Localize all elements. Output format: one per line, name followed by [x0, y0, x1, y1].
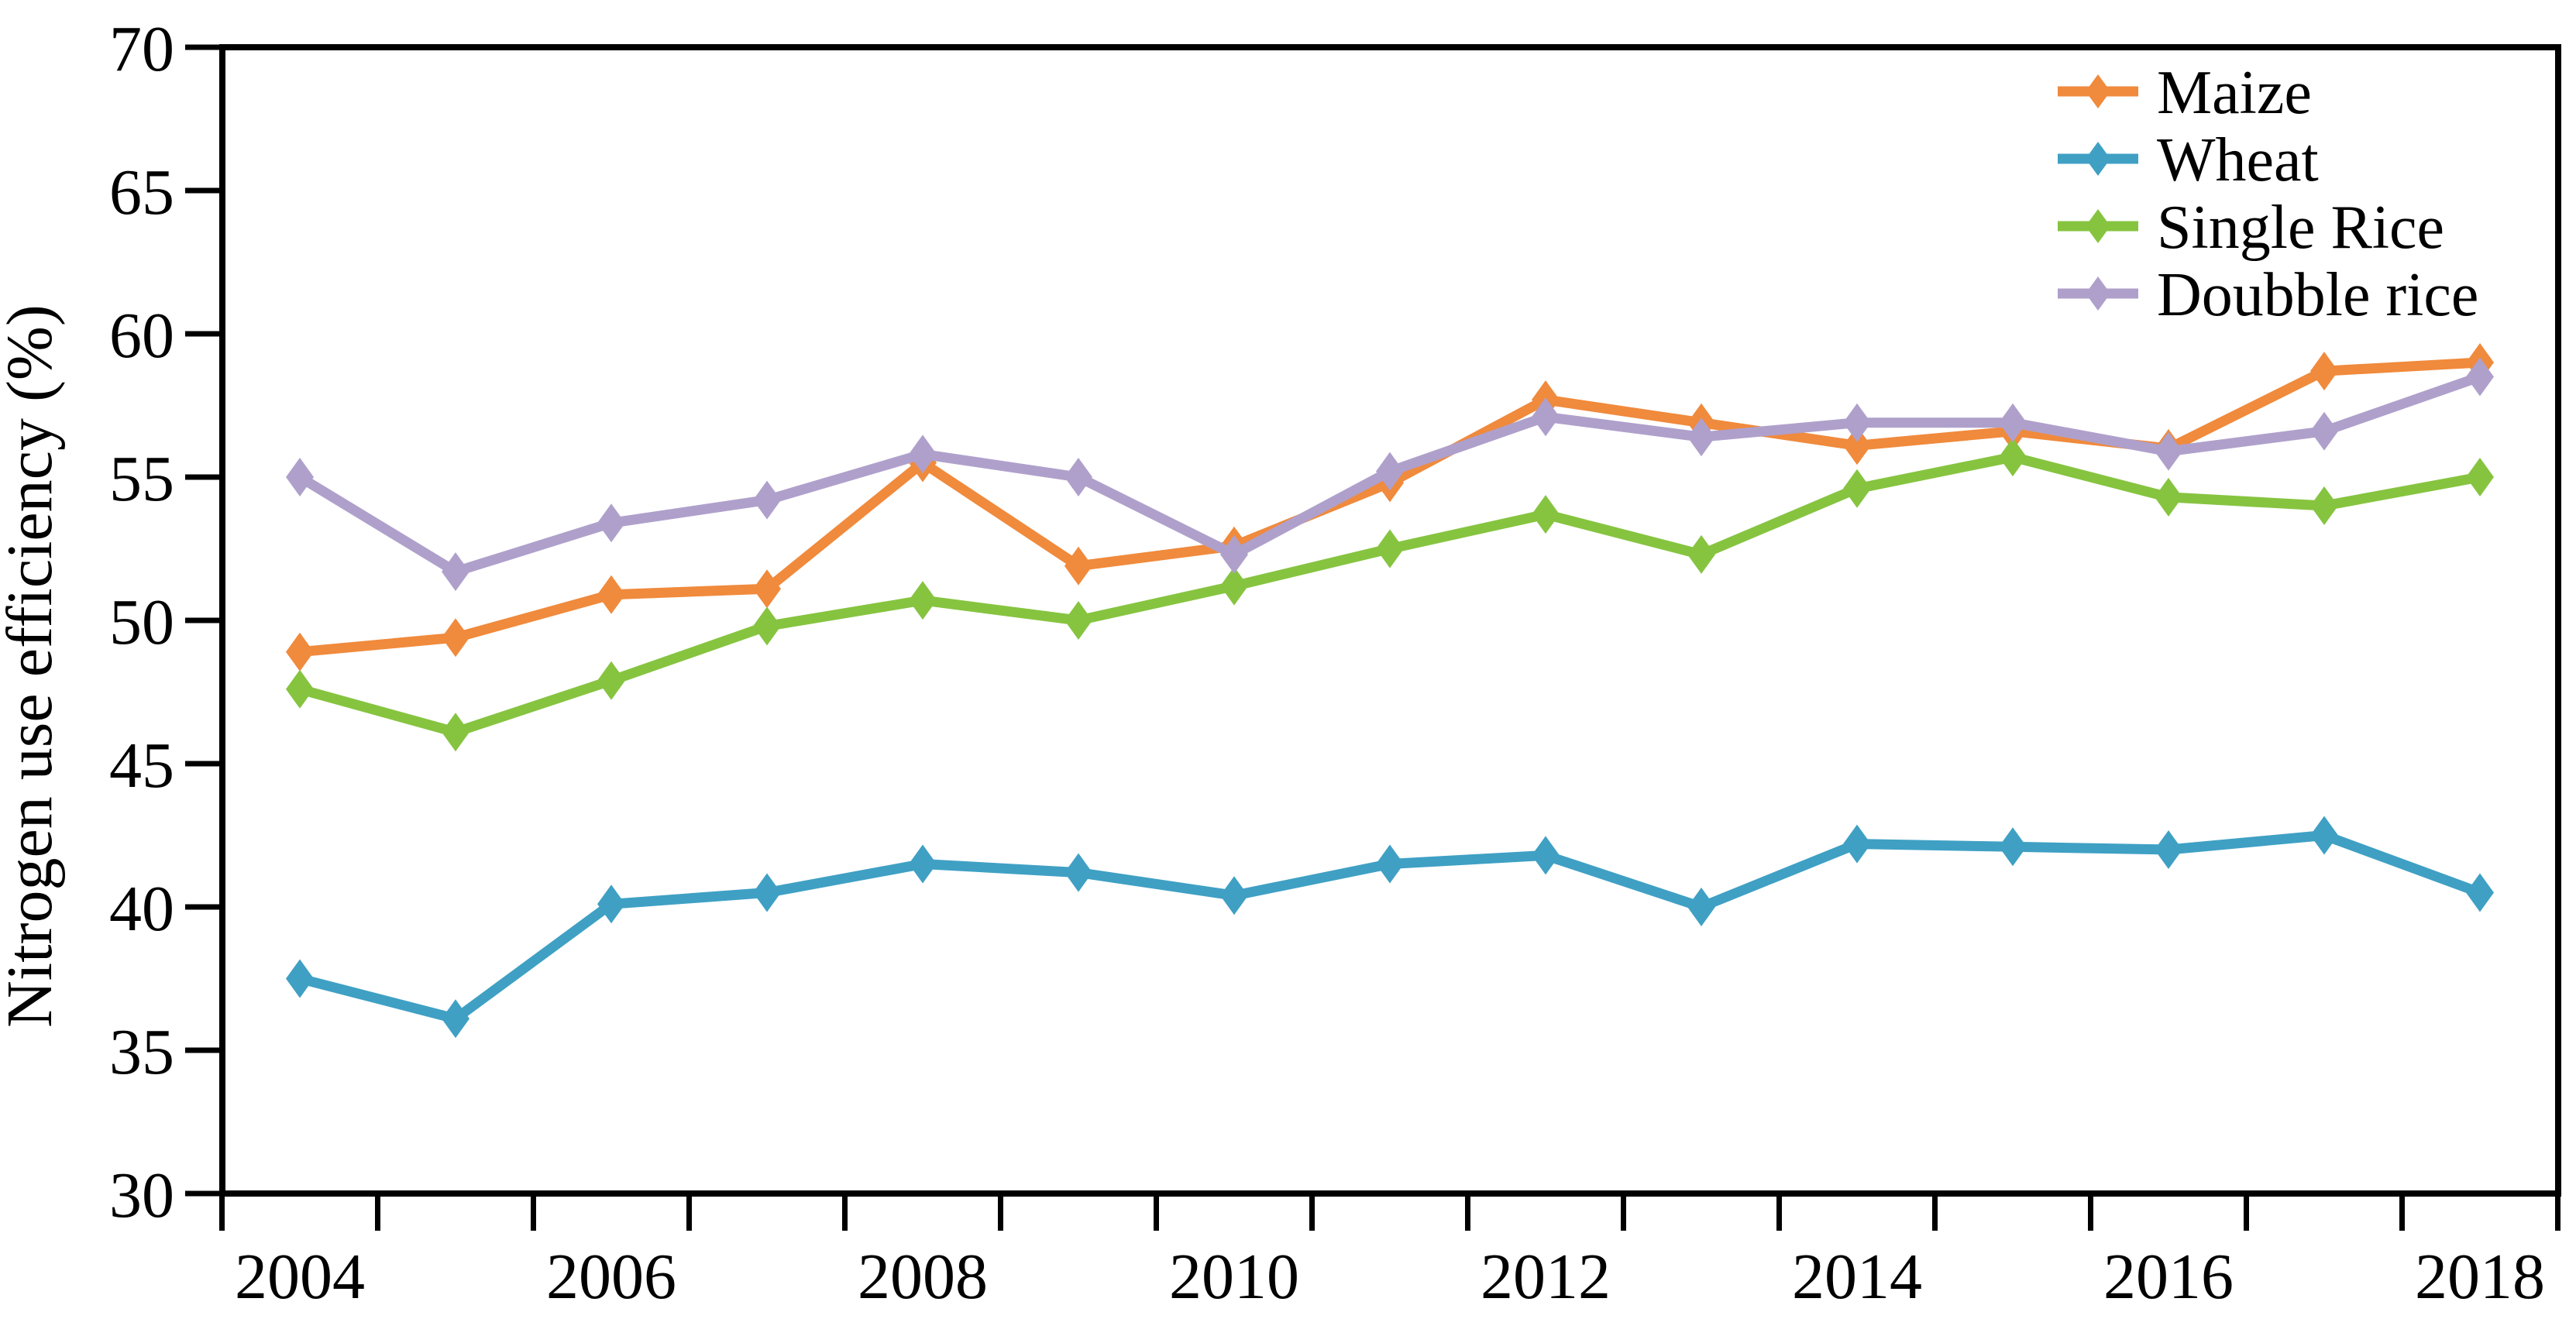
point-wheat-2008	[909, 844, 937, 884]
y-axis-ticks	[185, 44, 222, 1197]
legend-marker-maize	[2086, 74, 2110, 108]
legend-label-doubble-rice: Doubble rice	[2157, 261, 2478, 329]
x-tick-label: 2008	[858, 1241, 988, 1313]
y-tick-label: 40	[109, 873, 174, 945]
point-doubble-rice-2012	[1532, 397, 1560, 437]
y-tick-label: 70	[109, 13, 174, 85]
x-tick-label: 2010	[1169, 1241, 1299, 1313]
point-maize-2006	[597, 575, 625, 614]
point-wheat-2009	[1064, 853, 1092, 892]
point-single-rice-2006	[597, 661, 625, 700]
point-single-rice-2018	[2466, 458, 2494, 496]
y-tick-label: 30	[109, 1159, 174, 1231]
point-doubble-rice-2006	[597, 503, 625, 543]
point-single-rice-2014	[1843, 469, 1871, 508]
point-doubble-rice-2015	[1999, 403, 2027, 442]
point-maize-2005	[442, 618, 469, 658]
point-wheat-2012	[1532, 836, 1560, 875]
point-maize-2017	[2310, 352, 2338, 391]
point-doubble-rice-2017	[2310, 411, 2338, 451]
point-doubble-rice-2018	[2466, 357, 2494, 397]
point-wheat-2015	[1999, 827, 2027, 867]
legend-label-wheat: Wheat	[2157, 126, 2319, 194]
legend-item-single-rice: Single Rice	[2058, 194, 2444, 262]
point-doubble-rice-2013	[1687, 417, 1715, 457]
legend-marker-single-rice	[2086, 209, 2110, 243]
y-tick-label: 65	[109, 156, 174, 228]
point-maize-2009	[1064, 546, 1092, 586]
series-single-rice	[286, 438, 2494, 752]
y-axis-tick-labels: 30 35 40 45 50 55 60 65 70	[109, 13, 174, 1231]
point-single-rice-2009	[1064, 601, 1092, 640]
point-maize-2007	[753, 569, 781, 609]
x-tick-label: 2006	[546, 1241, 676, 1313]
legend-marker-doubble-rice	[2086, 277, 2110, 311]
x-tick-label: 2012	[1481, 1241, 1611, 1313]
legend-marker-wheat	[2086, 142, 2110, 176]
point-single-rice-2016	[2155, 477, 2182, 517]
y-tick-label: 60	[109, 300, 174, 372]
point-wheat-2013	[1687, 888, 1715, 926]
point-single-rice-2013	[1687, 534, 1715, 574]
point-single-rice-2012	[1532, 495, 1560, 534]
series-doubble-rice	[286, 357, 2494, 592]
point-doubble-rice-2010	[1220, 534, 1248, 574]
point-single-rice-2011	[1376, 529, 1404, 568]
point-maize-2014	[1843, 426, 1871, 465]
x-tick-label: 2014	[1792, 1241, 1922, 1313]
series-wheat	[286, 816, 2494, 1039]
point-wheat-2014	[1843, 824, 1871, 864]
point-doubble-rice-2004	[286, 458, 314, 496]
point-doubble-rice-2008	[909, 435, 937, 474]
x-axis-ticks	[219, 1194, 2561, 1231]
x-tick-label: 2018	[2415, 1241, 2545, 1313]
y-tick-label: 55	[109, 443, 174, 515]
point-single-rice-2017	[2310, 486, 2338, 525]
point-wheat-2005	[442, 999, 469, 1039]
point-single-rice-2007	[753, 606, 781, 646]
point-wheat-2011	[1376, 844, 1404, 884]
point-single-rice-2015	[1999, 438, 2027, 477]
point-single-rice-2008	[909, 581, 937, 620]
y-tick-label: 35	[109, 1016, 174, 1088]
point-doubble-rice-2007	[753, 480, 781, 520]
point-single-rice-2005	[442, 713, 469, 752]
point-wheat-2010	[1220, 876, 1248, 915]
x-axis-tick-labels: 2004 2006 2008 2010 2012 2014 2016 2018	[235, 1241, 2545, 1313]
legend-item-doubble-rice: Doubble rice	[2058, 261, 2478, 329]
legend-label-maize: Maize	[2157, 59, 2312, 127]
point-doubble-rice-2011	[1376, 452, 1404, 491]
point-wheat-2004	[286, 959, 314, 998]
point-doubble-rice-2005	[442, 552, 469, 592]
point-maize-2004	[286, 632, 314, 672]
point-single-rice-2010	[1220, 566, 1248, 606]
point-doubble-rice-2016	[2155, 431, 2182, 471]
series-lines	[286, 343, 2494, 1039]
y-tick-label: 50	[109, 586, 174, 658]
x-tick-label: 2016	[2103, 1241, 2234, 1313]
point-wheat-2017	[2310, 816, 2338, 855]
point-wheat-2018	[2466, 873, 2494, 912]
point-wheat-2006	[597, 884, 625, 924]
legend-item-maize: Maize	[2058, 59, 2312, 127]
series-line-maize	[299, 357, 2481, 658]
x-tick-label: 2004	[235, 1241, 365, 1313]
point-wheat-2007	[753, 873, 781, 912]
point-wheat-2016	[2155, 830, 2182, 869]
legend-label-single-rice: Single Rice	[2157, 194, 2444, 262]
y-axis-title: Nitrogen use efficiency (%)	[0, 304, 66, 1028]
point-doubble-rice-2009	[1064, 458, 1092, 496]
legend-item-wheat: Wheat	[2058, 126, 2319, 194]
point-doubble-rice-2014	[1843, 403, 1871, 442]
y-tick-label: 45	[109, 730, 174, 802]
point-single-rice-2004	[286, 669, 314, 709]
